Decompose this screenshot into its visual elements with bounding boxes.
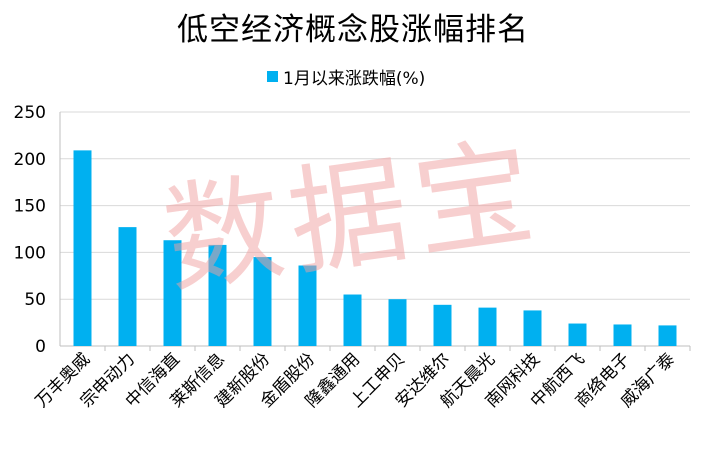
- bar: [163, 240, 182, 346]
- bar: [433, 304, 452, 346]
- legend-label: 1月以来涨跌幅(%): [283, 68, 426, 89]
- y-tick-label: 250: [14, 103, 46, 123]
- chart-title: 低空经济概念股涨幅排名: [177, 12, 529, 48]
- bar: [343, 294, 362, 346]
- bar: [118, 227, 137, 346]
- bar: [613, 324, 632, 346]
- bar: [73, 150, 92, 346]
- y-tick-label: 150: [14, 197, 46, 217]
- y-tick-label: 0: [35, 337, 46, 357]
- bar: [208, 244, 227, 346]
- bar: [568, 323, 587, 346]
- bar: [298, 265, 317, 346]
- bar: [478, 307, 497, 346]
- legend-swatch: [267, 70, 278, 82]
- bar: [388, 299, 407, 346]
- bar: [658, 325, 677, 346]
- bar: [253, 257, 272, 346]
- y-tick-label: 200: [14, 150, 46, 170]
- legend: 1月以来涨跌幅(%): [267, 65, 426, 89]
- bar: [523, 310, 542, 346]
- y-tick-label: 100: [14, 243, 46, 263]
- y-tick-label: 50: [24, 290, 46, 310]
